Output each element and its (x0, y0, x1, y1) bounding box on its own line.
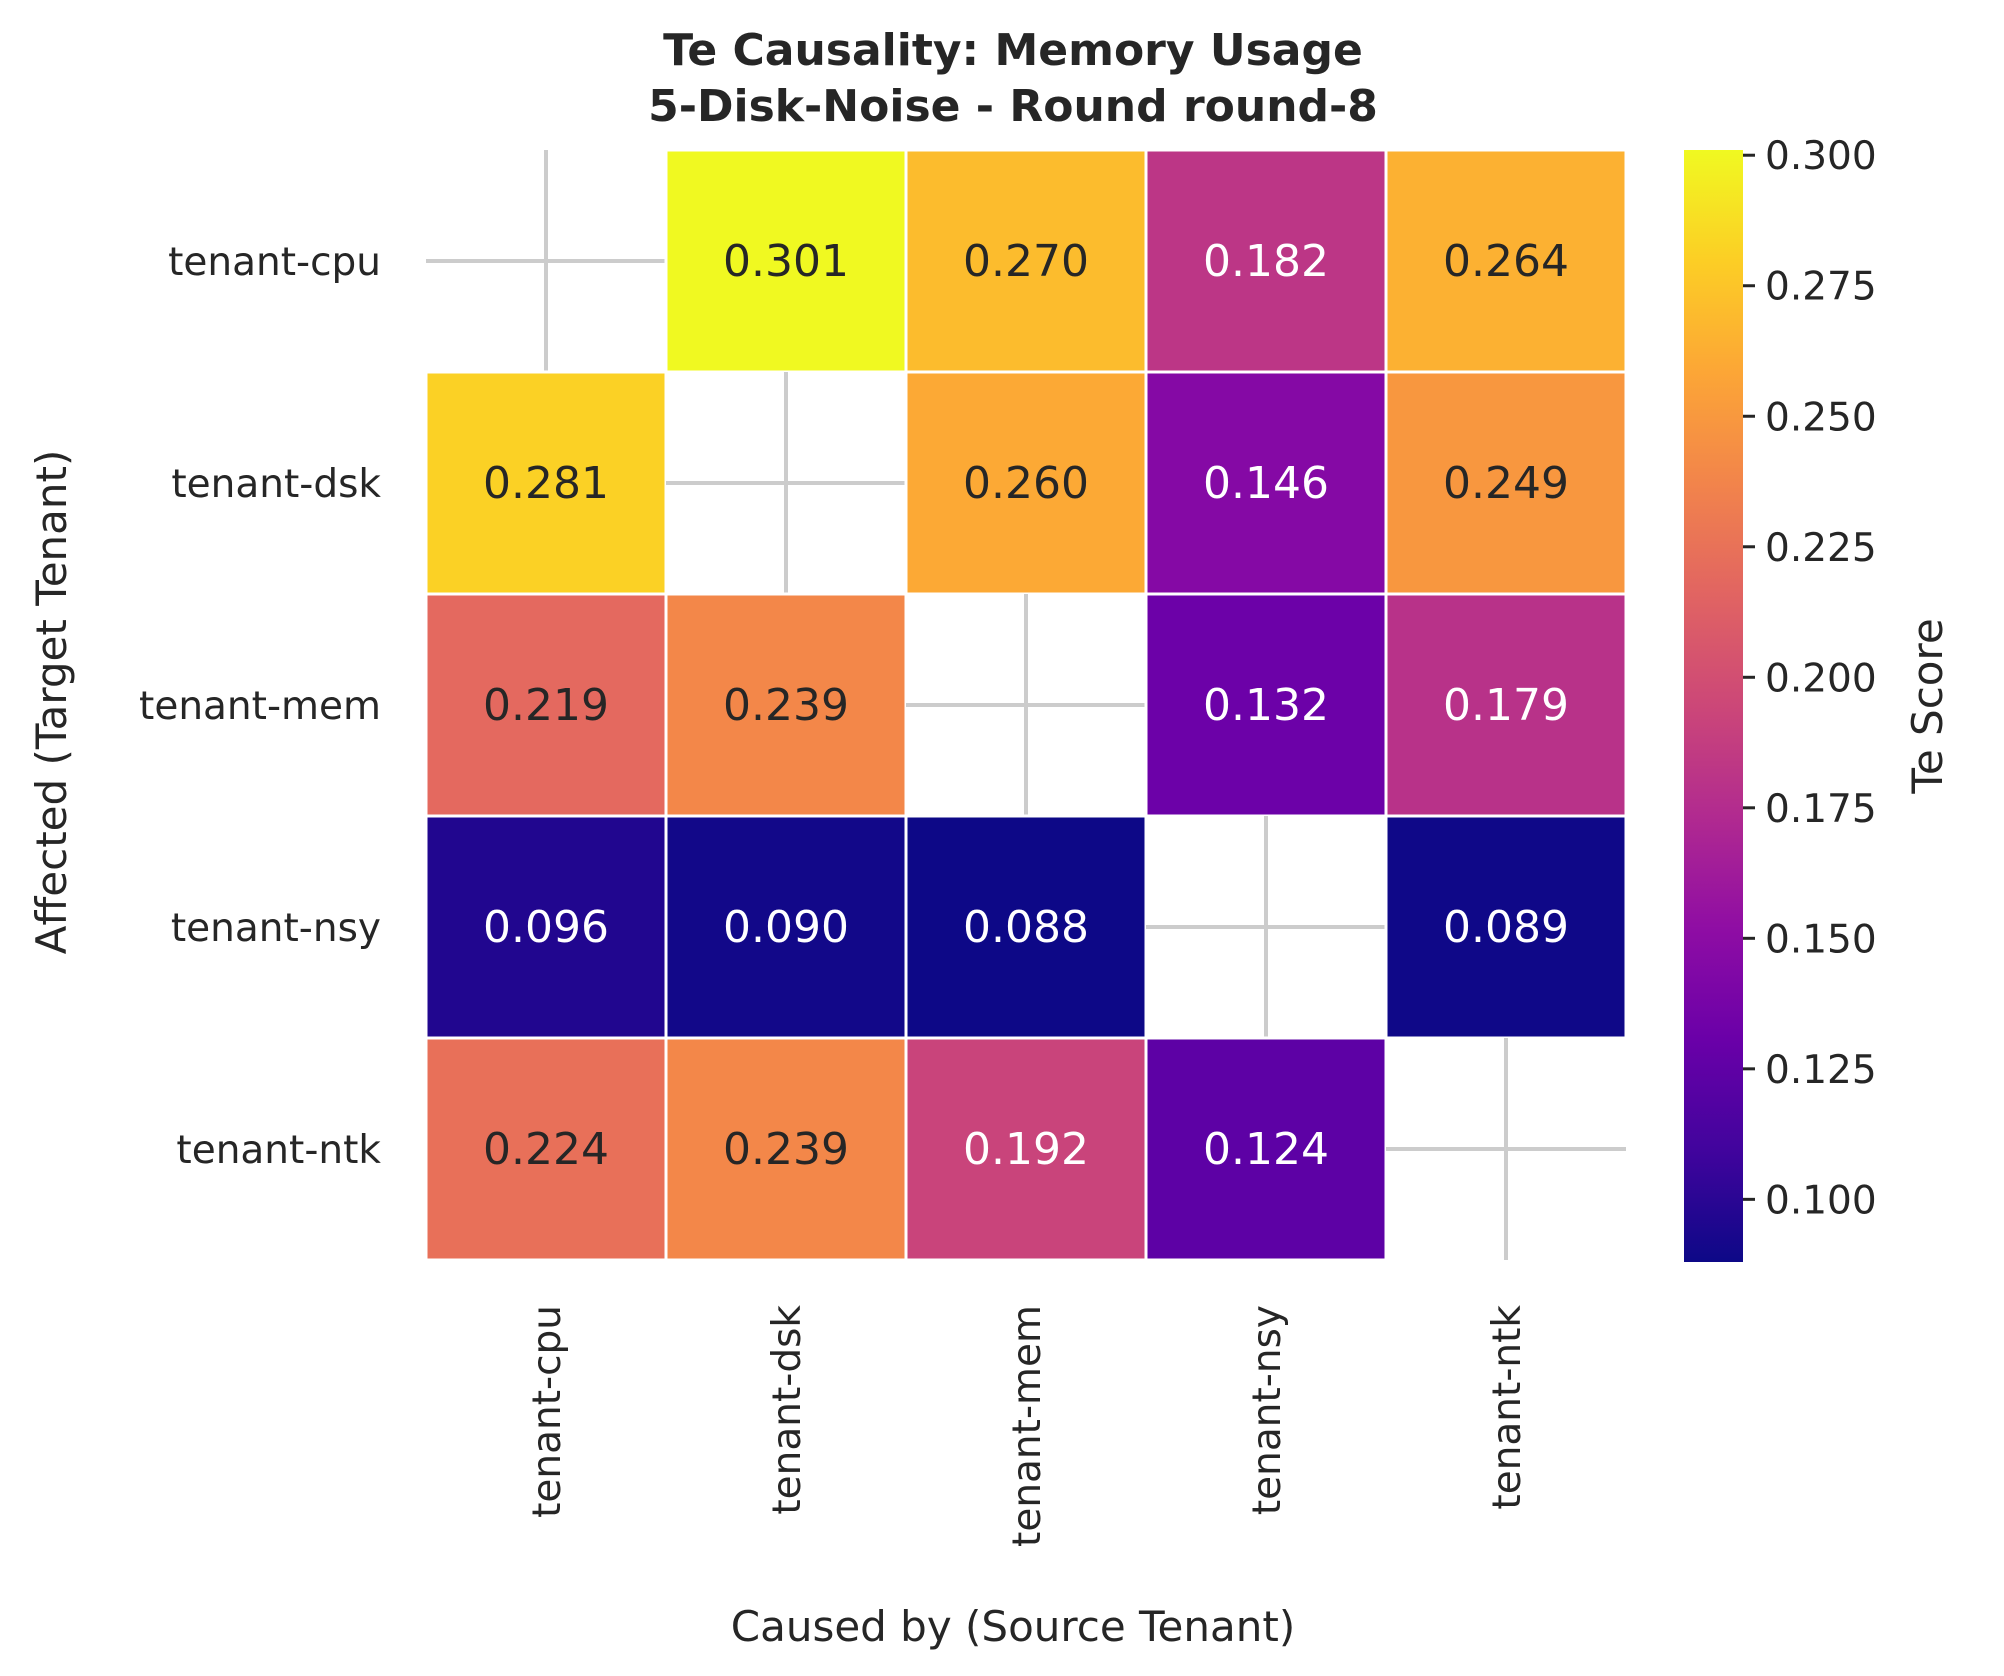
y-tick-label: tenant-mem (139, 684, 381, 729)
colorbar-ticks: 0.100 0.125 0.150 0.175 0.200 0.225 0.250 0.275… (1743, 134, 1877, 1223)
heatmap-cell (664, 814, 908, 1040)
x-tick-label: tenant-dsk (765, 1305, 810, 1515)
x-axis-label: Caused by (Source Tenant) (731, 1602, 1295, 1651)
heatmap-cell (1384, 814, 1628, 1040)
heatmap-cell (424, 814, 668, 1040)
heatmap-cell (904, 148, 1148, 374)
cell-value-label: 0.270 (963, 236, 1089, 287)
heatmap-cell (424, 1036, 668, 1262)
y-tick-label: tenant-dsk (171, 462, 381, 507)
chart-subtitle: 5-Disk-Noise - Round round-8 (648, 81, 1378, 132)
heatmap-cell (664, 148, 908, 374)
diagonal-cell-marker (1386, 1038, 1626, 1260)
x-tick-label: tenant-nsy (1245, 1305, 1290, 1515)
y-tick-label: tenant-ntk (176, 1128, 381, 1173)
cell-value-label: 0.281 (483, 458, 609, 509)
heatmap-cell (1384, 370, 1628, 596)
colorbar-label: Te Score (1903, 618, 1952, 794)
cell-value-label: 0.249 (1443, 458, 1569, 509)
cell-value-label: 0.264 (1443, 236, 1569, 287)
cell-value-label: 0.090 (723, 902, 849, 953)
cell-value-label: 0.182 (1203, 236, 1329, 287)
heatmap-cell (1144, 592, 1388, 818)
heatmap-cell (424, 592, 668, 818)
diagonal-cell-marker (426, 150, 666, 372)
cell-value-label: 0.239 (723, 680, 849, 731)
colorbar-tick-label: 0.100 (1765, 1178, 1877, 1223)
y-axis-label: Affected (Target Tenant) (27, 450, 76, 955)
heatmap-cell (904, 1036, 1148, 1262)
y-tick-label: tenant-nsy (171, 906, 381, 951)
cell-value-label: 0.089 (1443, 902, 1569, 953)
heatmap-cells: 0.301 0.270 0.182 0.264 0.281 0.260 0.146 0.249… (424, 148, 1628, 1262)
cell-value-label: 0.239 (723, 1124, 849, 1175)
heatmap-cell (664, 1036, 908, 1262)
colorbar-tick-label: 0.300 (1765, 134, 1877, 179)
colorbar-tick-label: 0.150 (1765, 917, 1877, 962)
cell-value-label: 0.192 (963, 1124, 1089, 1175)
y-tick-label: tenant-cpu (168, 240, 381, 285)
diagonal-cell-marker (666, 372, 906, 594)
colorbar-tick-label: 0.250 (1765, 395, 1877, 440)
colorbar-tick-label: 0.200 (1765, 656, 1877, 701)
x-tick-label: tenant-cpu (525, 1305, 570, 1518)
heatmap-cell (1384, 148, 1628, 374)
x-tick-label: tenant-mem (1005, 1305, 1050, 1547)
diagonal-cell-marker (906, 594, 1146, 816)
cell-value-label: 0.096 (483, 902, 609, 953)
colorbar (1684, 150, 1743, 1262)
cell-value-label: 0.301 (723, 236, 849, 287)
chart-title: Te Causality: Memory Usage (663, 25, 1363, 76)
colorbar-tick-label: 0.225 (1765, 526, 1877, 571)
cell-value-label: 0.088 (963, 902, 1089, 953)
cell-value-label: 0.260 (963, 458, 1089, 509)
x-tick-labels: tenant-cpu tenant-dsk tenant-mem tenant-nsy… (525, 1305, 1530, 1547)
colorbar-tick-label: 0.125 (1765, 1048, 1877, 1093)
cell-value-label: 0.146 (1203, 458, 1329, 509)
cell-value-label: 0.224 (483, 1124, 609, 1175)
heatmap-cell (1144, 148, 1388, 374)
heatmap-cell (664, 592, 908, 818)
cell-value-label: 0.132 (1203, 680, 1329, 731)
heatmap-cell (1144, 1036, 1388, 1262)
diagonal-cell-marker (1146, 816, 1386, 1038)
colorbar-tick-label: 0.175 (1765, 787, 1877, 832)
colorbar-tick-label: 0.275 (1765, 265, 1877, 310)
cell-value-label: 0.124 (1203, 1124, 1329, 1175)
x-tick-label: tenant-ntk (1485, 1305, 1530, 1510)
heatmap-cell (904, 370, 1148, 596)
y-tick-labels: tenant-cpu tenant-dsk tenant-mem tenant-nsy… (139, 240, 381, 1173)
heatmap-cell (1384, 592, 1628, 818)
cell-value-label: 0.179 (1443, 680, 1569, 731)
cell-value-label: 0.219 (483, 680, 609, 731)
